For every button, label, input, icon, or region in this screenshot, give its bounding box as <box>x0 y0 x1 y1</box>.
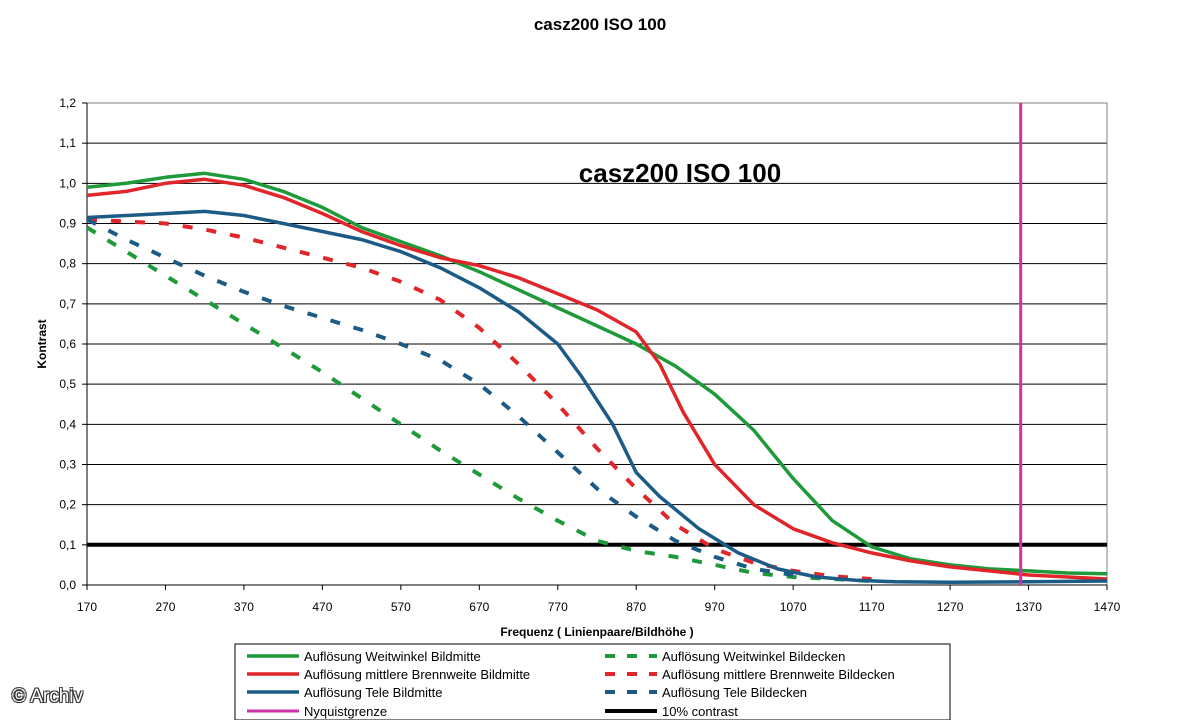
x-axis-ticks: 170 270 370 470 570 670 770 870 970 1070 1170 1270 1… <box>77 584 1121 614</box>
copyright-watermark: © Archiv <box>12 686 84 707</box>
legend-label: Auflösung Weitwinkel Bildecken <box>662 649 845 664</box>
y-tick-label: 0,4 <box>59 417 76 431</box>
y-tick-label: 0,3 <box>59 458 76 472</box>
x-tick-label: 1170 <box>859 600 885 614</box>
x-tick-label: 1070 <box>780 600 807 614</box>
inner-chart-title: casz200 ISO 100 <box>579 158 781 188</box>
legend-label: Auflösung Weitwinkel Bildmitte <box>304 649 481 664</box>
x-tick-label: 1270 <box>937 600 964 614</box>
x-tick-label: 170 <box>77 600 97 614</box>
legend-box <box>234 643 951 720</box>
series-line-aufl-sung-weitwinkel-bildmitte <box>86 171 1108 576</box>
y-tick-label: 0,1 <box>59 538 76 552</box>
y-tick-label: 0,6 <box>59 337 76 351</box>
series-line-aufl-sung-mittlere-brennweite-bildecken <box>86 217 872 581</box>
legend-label: Nyquistgrenze <box>304 704 387 719</box>
y-tick-label: 0,7 <box>59 297 76 311</box>
y-tick-label: 1,2 <box>59 96 76 110</box>
legend-label: Auflösung Tele Bildecken <box>662 685 807 700</box>
y-tick-label: 1,0 <box>59 176 76 190</box>
x-tick-label: 1370 <box>1015 600 1042 614</box>
x-tick-label: 470 <box>312 600 332 614</box>
series-lines <box>85 103 1108 585</box>
x-tick-label: 670 <box>469 600 489 614</box>
x-tick-label: 1470 <box>1094 600 1121 614</box>
x-tick-label: 770 <box>548 600 568 614</box>
legend-label: 10% contrast <box>662 704 738 719</box>
y-axis-label: Kontrast <box>35 319 49 368</box>
legend: Auflösung Weitwinkel Bildmitte Auflösung … <box>247 649 895 719</box>
legend-label: Auflösung mittlere Brennweite Bildmitte <box>304 667 530 682</box>
x-axis-label: Frequenz ( Linienpaare/Bildhöhe ) <box>500 625 693 639</box>
y-tick-label: 0,5 <box>59 377 76 391</box>
x-tick-label: 870 <box>626 600 646 614</box>
y-tick-label: 1,1 <box>59 136 76 150</box>
series-line-aufl-sung-mittlere-brennweite-bildmitte <box>86 177 1108 581</box>
legend-label: Auflösung mittlere Brennweite Bildecken <box>662 667 895 682</box>
chart-title: casz200 ISO 100 <box>534 15 666 34</box>
legend-label: Auflösung Tele Bildmitte <box>304 685 443 700</box>
y-axis-ticks: 0,0 0,1 0,2 0,3 0,4 0,5 0,6 0,7 0,8 0,9 1,0 1,1 1,2 <box>59 96 88 592</box>
series-line-aufl-sung-weitwinkel-bildecken <box>85 225 872 583</box>
x-tick-label: 570 <box>391 600 411 614</box>
x-tick-label: 970 <box>705 600 725 614</box>
x-tick-label: 270 <box>155 600 175 614</box>
y-tick-label: 0,8 <box>59 257 76 271</box>
x-tick-label: 370 <box>234 600 254 614</box>
series-line-aufl-sung-tele-bildmitte <box>86 209 1108 584</box>
y-tick-label: 0,2 <box>59 498 76 512</box>
y-tick-label: 0,9 <box>59 217 76 231</box>
y-tick-label: 0,0 <box>59 578 76 592</box>
grid <box>87 142 1107 546</box>
series-line-aufl-sung-tele-bildecken <box>86 217 794 577</box>
